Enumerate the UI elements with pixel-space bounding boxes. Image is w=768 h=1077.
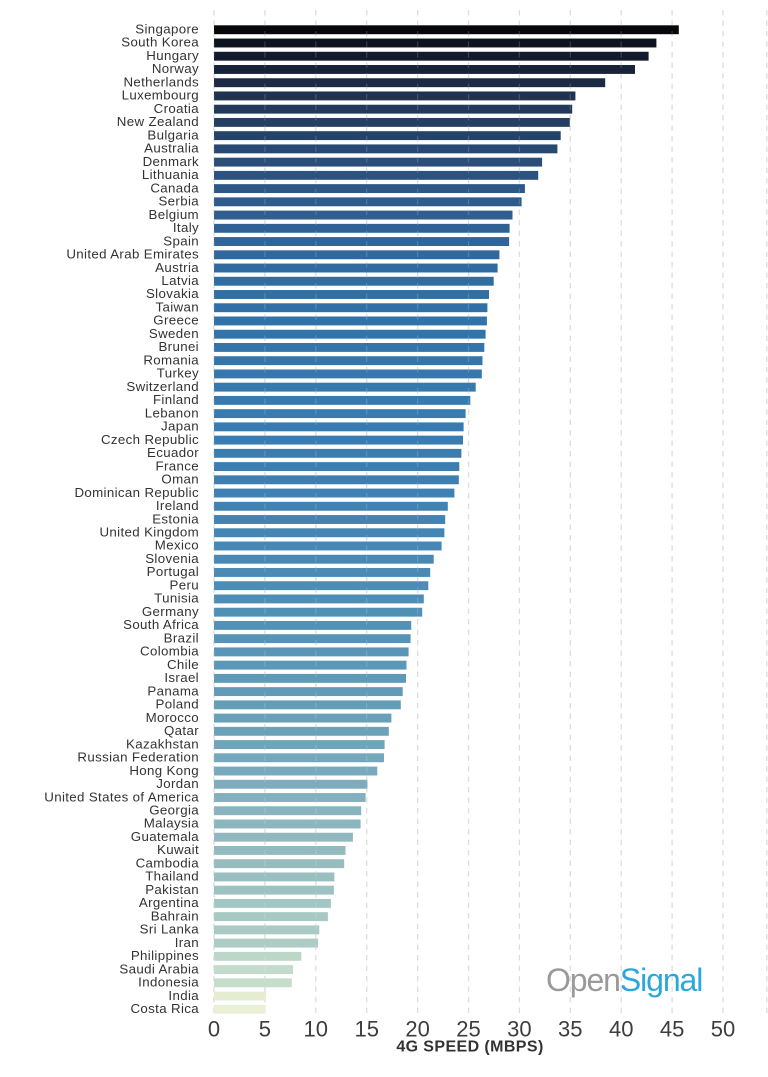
svg-text:Georgia: Georgia xyxy=(149,802,199,817)
svg-text:Italy: Italy xyxy=(173,220,199,235)
svg-text:5: 5 xyxy=(259,1017,271,1042)
svg-text:Israel: Israel xyxy=(164,670,199,685)
svg-text:Slovenia: Slovenia xyxy=(145,551,199,566)
svg-text:Czech Republic: Czech Republic xyxy=(101,432,199,447)
svg-text:United States of America: United States of America xyxy=(44,789,199,804)
svg-text:Romania: Romania xyxy=(143,352,199,367)
svg-text:Lithuania: Lithuania xyxy=(142,167,199,182)
svg-text:Lebanon: Lebanon xyxy=(145,405,199,420)
svg-text:Saudi Arabia: Saudi Arabia xyxy=(119,961,199,976)
svg-text:Chile: Chile xyxy=(167,657,199,672)
svg-text:Pakistan: Pakistan xyxy=(145,882,199,897)
svg-text:45: 45 xyxy=(660,1017,684,1042)
svg-text:10: 10 xyxy=(304,1017,328,1042)
svg-text:Russian Federation: Russian Federation xyxy=(77,750,199,765)
svg-text:20: 20 xyxy=(405,1017,429,1042)
svg-text:Netherlands: Netherlands xyxy=(123,74,199,89)
svg-text:35: 35 xyxy=(558,1017,582,1042)
svg-text:0: 0 xyxy=(208,1017,220,1042)
svg-text:New Zealand: New Zealand xyxy=(117,114,199,129)
svg-text:Sweden: Sweden xyxy=(149,326,199,341)
svg-text:Brunei: Brunei xyxy=(158,339,199,354)
svg-text:Singapore: Singapore xyxy=(135,22,199,37)
svg-text:25: 25 xyxy=(456,1017,480,1042)
svg-text:Portugal: Portugal xyxy=(147,564,199,579)
svg-text:Luxembourg: Luxembourg xyxy=(122,88,199,103)
svg-text:Estonia: Estonia xyxy=(152,511,199,526)
svg-text:Panama: Panama xyxy=(147,683,199,698)
svg-text:Morocco: Morocco xyxy=(146,710,199,725)
svg-text:Thailand: Thailand xyxy=(145,869,199,884)
svg-text:Qatar: Qatar xyxy=(164,723,199,738)
svg-text:Costa Rica: Costa Rica xyxy=(130,1001,199,1016)
svg-text:30: 30 xyxy=(507,1017,531,1042)
svg-text:Bahrain: Bahrain xyxy=(151,908,199,923)
svg-text:Jordan: Jordan xyxy=(156,776,199,791)
svg-text:Australia: Australia xyxy=(144,141,199,156)
svg-text:Belgium: Belgium xyxy=(149,207,200,222)
svg-text:Norway: Norway xyxy=(152,61,199,76)
svg-text:Cambodia: Cambodia xyxy=(136,855,200,870)
svg-text:Slovakia: Slovakia xyxy=(146,286,199,301)
svg-text:Dominican Republic: Dominican Republic xyxy=(74,485,199,500)
svg-text:Denmark: Denmark xyxy=(143,154,199,169)
svg-text:Ireland: Ireland xyxy=(156,498,199,513)
svg-text:Taiwan: Taiwan xyxy=(156,299,200,314)
svg-text:Turkey: Turkey xyxy=(157,366,199,381)
svg-text:Guatemala: Guatemala xyxy=(131,829,199,844)
svg-text:Croatia: Croatia xyxy=(154,101,200,116)
svg-text:Canada: Canada xyxy=(150,180,199,195)
svg-text:Malaysia: Malaysia xyxy=(144,816,200,831)
svg-text:United Kingdom: United Kingdom xyxy=(99,525,199,540)
svg-text:Kazakhstan: Kazakhstan xyxy=(126,736,199,751)
svg-text:Greece: Greece xyxy=(153,313,199,328)
svg-text:Kuwait: Kuwait xyxy=(157,842,199,857)
svg-text:50: 50 xyxy=(711,1017,735,1042)
svg-text:Japan: Japan xyxy=(161,419,199,434)
svg-text:India: India xyxy=(168,988,199,1003)
svg-text:Ecuador: Ecuador xyxy=(147,445,199,460)
svg-text:Brazil: Brazil xyxy=(164,630,199,645)
svg-text:Germany: Germany xyxy=(142,604,199,619)
svg-text:40: 40 xyxy=(609,1017,633,1042)
svg-text:Argentina: Argentina xyxy=(139,895,199,910)
svg-text:4G SPEED (MBPS): 4G SPEED (MBPS) xyxy=(396,1039,543,1056)
svg-text:15: 15 xyxy=(354,1017,378,1042)
svg-text:Hungary: Hungary xyxy=(146,48,199,63)
svg-text:Poland: Poland xyxy=(155,697,199,712)
svg-text:Colombia: Colombia xyxy=(140,644,199,659)
svg-text:Serbia: Serbia xyxy=(158,194,199,209)
svg-text:France: France xyxy=(156,458,199,473)
svg-text:United Arab Emirates: United Arab Emirates xyxy=(66,247,199,262)
svg-text:Indonesia: Indonesia xyxy=(138,975,199,990)
svg-text:OpenSignal: OpenSignal xyxy=(546,962,702,998)
svg-text:Peru: Peru xyxy=(170,577,200,592)
svg-text:Tunisia: Tunisia xyxy=(154,591,199,606)
svg-text:Oman: Oman xyxy=(161,472,199,487)
svg-text:Latvia: Latvia xyxy=(161,273,199,288)
svg-text:Hong Kong: Hong Kong xyxy=(129,763,199,778)
svg-text:Spain: Spain xyxy=(163,233,199,248)
svg-text:Finland: Finland xyxy=(153,392,199,407)
svg-text:Iran: Iran xyxy=(175,935,199,950)
svg-text:Bulgaria: Bulgaria xyxy=(147,127,199,142)
svg-text:Philippines: Philippines xyxy=(131,948,199,963)
svg-text:Sri Lanka: Sri Lanka xyxy=(140,922,200,937)
svg-text:Mexico: Mexico xyxy=(155,538,199,553)
svg-text:South Korea: South Korea xyxy=(121,35,199,50)
svg-text:Switzerland: Switzerland xyxy=(126,379,199,394)
svg-text:South Africa: South Africa xyxy=(123,617,199,632)
svg-text:Austria: Austria xyxy=(155,260,199,275)
